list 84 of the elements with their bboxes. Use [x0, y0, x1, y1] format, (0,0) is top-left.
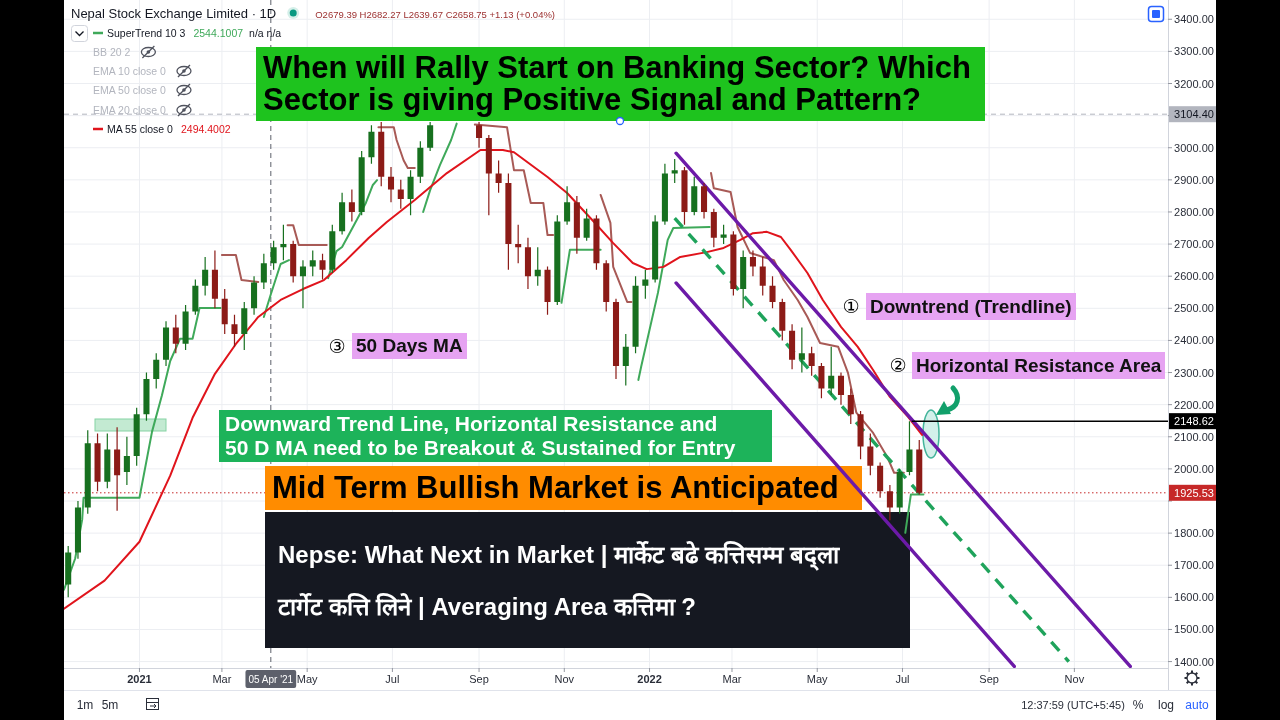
y-tick-label: 2500.00 — [1174, 302, 1214, 315]
x-tick-label: May — [806, 673, 829, 685]
x-tick-label: Sep — [469, 673, 489, 685]
candlestick — [544, 266, 551, 315]
candlestick — [837, 372, 845, 405]
y-tick-label: 3200.00 — [1174, 77, 1214, 90]
line-series — [637, 226, 711, 381]
x-tick-label: Jul — [385, 673, 400, 685]
y-tick-label: 3000.00 — [1174, 141, 1214, 154]
y-tick-label: 3400.00 — [1174, 13, 1214, 26]
x-tick-label: May — [296, 673, 319, 685]
y-tick-label: 2000.00 — [1174, 462, 1214, 475]
annotation: EMA 10 close 0 — [93, 65, 167, 77]
annotation: 50 Days MA — [352, 333, 467, 359]
annotation: n/a n/a — [249, 27, 282, 39]
y-tick-label: 1600.00 — [1174, 591, 1214, 604]
candlestick — [211, 250, 218, 309]
y-tick-label: 3300.00 — [1174, 45, 1214, 58]
y-tick-label: 2100.00 — [1174, 430, 1214, 443]
y-tick-label: 1800.00 — [1174, 527, 1214, 540]
text: log — [1157, 698, 1175, 712]
x-tick-label: Nov — [554, 673, 575, 685]
annotation: BB 20 2 — [93, 46, 131, 58]
line-series — [262, 259, 290, 318]
x-tick-label: Jul — [895, 673, 910, 685]
candlestick — [749, 250, 756, 277]
ref-line-label: 1925.53 — [1174, 486, 1214, 499]
x-tick-label: Mar — [722, 673, 742, 685]
x-tick-label: 2022 — [637, 673, 662, 685]
text: % — [1132, 698, 1144, 712]
legend-label: MA 55 close 0 — [107, 123, 174, 135]
candlestick — [769, 276, 776, 309]
text: 5m — [101, 698, 119, 712]
annotation: ② — [888, 355, 908, 377]
x-tick-label: Nov — [1064, 673, 1085, 685]
annotation: When will Rally Start on Banking Sector? Which Sector is giving Positive Signal and Pattern? — [256, 47, 985, 121]
ref-line-label: 05 Apr '21 — [248, 674, 294, 685]
candlestick — [387, 167, 395, 203]
candlestick — [299, 260, 306, 309]
line-series — [377, 126, 416, 169]
x-tick-label: Sep — [979, 673, 999, 685]
ref-line-label: 3104.40 — [1174, 108, 1214, 121]
legend-label: SuperTrend 10 3 — [107, 27, 186, 39]
annotation: 2544.1007 — [193, 27, 244, 39]
line-series — [473, 123, 555, 237]
y-tick-label: 2800.00 — [1174, 205, 1214, 218]
x-tick-label: Mar — [212, 673, 232, 685]
line-series — [64, 306, 222, 591]
line-series — [599, 193, 633, 303]
annotation: 2494.4002 — [180, 123, 231, 135]
y-tick-label: 2900.00 — [1174, 173, 1214, 186]
y-tick-label: 1400.00 — [1174, 655, 1214, 668]
candlestick — [720, 224, 727, 245]
y-tick-label: 2600.00 — [1174, 270, 1214, 283]
y-tick-label: 2700.00 — [1174, 238, 1214, 251]
candlestick — [681, 167, 688, 225]
candlestick — [564, 186, 571, 225]
annotation: EMA 50 close 0 — [93, 84, 167, 96]
line-series — [327, 179, 379, 280]
text: Nepal Stock Exchange Limited · 1D — [71, 6, 277, 21]
candlestick — [524, 237, 531, 290]
text: auto — [1185, 698, 1209, 712]
annotation: Horizontal Resistance Area — [912, 352, 1166, 379]
annotation: Downward Trend Line, Horizontal Resistance and 50 D MA need to be Breakout & Sustained for Entry — [219, 410, 772, 462]
annotation: ① — [841, 296, 861, 318]
candlestick — [789, 324, 796, 370]
text: 1m — [76, 698, 94, 712]
annotation: EMA 20 close 0 — [93, 104, 167, 116]
data-label: 2148.62 — [1174, 415, 1214, 428]
line-series — [422, 122, 458, 213]
x-tick-label: 2021 — [127, 673, 152, 685]
candlestick — [886, 484, 893, 521]
y-tick-label: 1500.00 — [1174, 623, 1214, 636]
y-tick-label: 2200.00 — [1174, 398, 1214, 411]
y-tick-label: 2400.00 — [1174, 334, 1214, 347]
y-tick-label: 2300.00 — [1174, 366, 1214, 379]
annotation: ③ — [327, 336, 347, 358]
annotation: Downtrend (Trendline) — [866, 293, 1076, 320]
candlestick — [906, 421, 913, 476]
candlestick — [476, 122, 483, 148]
y-tick-label: 1700.00 — [1174, 559, 1214, 572]
text: 12:37:59 (UTC+5:45) — [1021, 699, 1125, 711]
annotation: O2679.39 H2682.27 L2639.67 C2658.75 +1.13 (+0.04%) — [315, 9, 556, 20]
candlestick — [231, 314, 238, 347]
